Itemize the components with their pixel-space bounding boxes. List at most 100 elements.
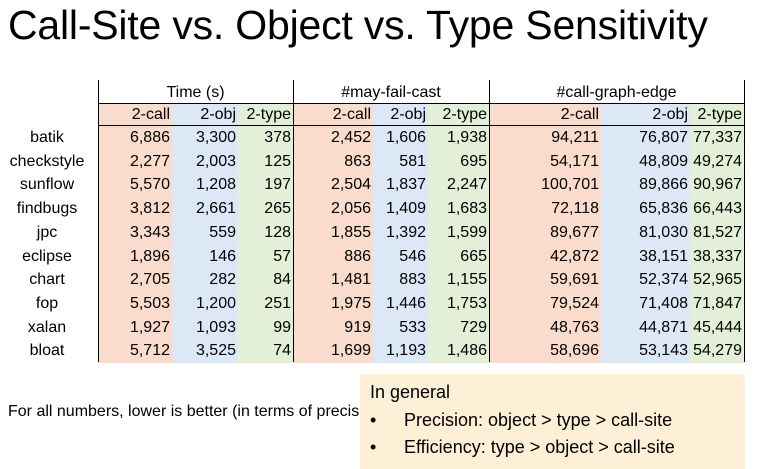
column-background (98, 103, 172, 363)
group-header: #may-fail-cast (341, 84, 441, 101)
table-cell: 1,481 (330, 271, 371, 288)
table-cell: 74 (273, 342, 291, 359)
table-cell: 2,277 (129, 153, 170, 170)
column-header: 2-call (332, 106, 371, 123)
table-cell: 5,503 (129, 295, 170, 312)
column-background (373, 103, 428, 363)
table-cell: 128 (264, 224, 291, 241)
table-cell: 2,661 (195, 200, 236, 217)
table-cell: 883 (399, 271, 426, 288)
table-cell: 1,975 (330, 295, 371, 312)
table-cell: 581 (399, 153, 426, 170)
table-cell: 1,155 (446, 271, 487, 288)
benchmark-name: findbugs (16, 200, 78, 217)
table-cell: 886 (344, 248, 371, 265)
column-background (690, 103, 744, 363)
table-cell: 84 (273, 271, 291, 288)
column-background (238, 103, 293, 363)
table-cell: 71,408 (639, 295, 688, 312)
table-cell: 197 (264, 176, 291, 193)
table-cell: 100,701 (541, 176, 599, 193)
table-cell: 1,927 (129, 319, 170, 336)
table-cell: 94,211 (551, 129, 599, 146)
summary-box: In general • Precision: object > type > … (360, 374, 745, 469)
summary-item-label: Efficiency: type > object > call-site (404, 437, 675, 457)
table-cell: 251 (264, 295, 291, 312)
table-cell: 1,753 (446, 295, 487, 312)
table-cell: 89,866 (639, 176, 688, 193)
table-cell: 3,343 (129, 224, 170, 241)
table-cell: 1,193 (385, 342, 426, 359)
table-cell: 265 (264, 200, 291, 217)
column-header: 2-obj (390, 106, 426, 123)
column-header: 2-type (697, 106, 742, 123)
table-divider (744, 80, 745, 362)
table-cell: 58,696 (550, 342, 599, 359)
table-cell: 2,504 (330, 176, 371, 193)
table-cell: 44,871 (639, 319, 688, 336)
table-cell: 81,030 (639, 224, 688, 241)
table-cell: 81,527 (693, 224, 742, 241)
column-background (601, 103, 690, 363)
table-cell: 76,807 (639, 129, 688, 146)
table-cell: 1,683 (446, 200, 487, 217)
table-cell: 6,886 (129, 129, 170, 146)
benchmark-name: eclipse (22, 248, 72, 265)
table-cell: 1,446 (385, 295, 426, 312)
table-cell: 54,171 (550, 153, 599, 170)
table-cell: 1,200 (195, 295, 236, 312)
table-cell: 695 (460, 153, 487, 170)
table-cell: 38,337 (693, 248, 742, 265)
table-cell: 1,093 (195, 319, 236, 336)
footnote: For all numbers, lower is better (in ter… (8, 403, 360, 420)
table-cell: 1,392 (385, 224, 426, 241)
table-cell: 5,712 (129, 342, 170, 359)
group-header: Time (s) (166, 84, 225, 101)
table-divider (98, 103, 744, 104)
table-cell: 89,677 (550, 224, 599, 241)
table-cell: 1,486 (446, 342, 487, 359)
table-cell: 79,524 (550, 295, 599, 312)
benchmark-name: jpc (36, 224, 58, 241)
table-cell: 378 (264, 129, 291, 146)
group-header: #call-graph-edge (556, 84, 677, 101)
table-cell: 3,812 (129, 200, 170, 217)
table-cell: 42,872 (550, 248, 599, 265)
table-cell: 1,606 (385, 129, 426, 146)
table-cell: 282 (209, 271, 236, 288)
column-background (293, 103, 373, 363)
table-cell: 2,003 (195, 153, 236, 170)
table-cell: 71,847 (693, 295, 742, 312)
benchmark-name: checkstyle (9, 153, 85, 170)
table-cell: 5,570 (129, 176, 170, 193)
table-cell: 1,208 (195, 176, 236, 193)
table-cell: 52,965 (693, 271, 742, 288)
summary-heading: In general (370, 382, 451, 402)
table-cell: 52,374 (639, 271, 688, 288)
column-header: 2-obj (652, 106, 688, 123)
table-cell: 863 (344, 153, 371, 170)
table-cell: 38,151 (639, 248, 688, 265)
benchmark-name: sunflow (19, 176, 75, 193)
table-divider (293, 80, 294, 362)
table-divider (98, 80, 99, 362)
benchmark-name: fop (35, 295, 59, 312)
table-cell: 1,837 (385, 176, 426, 193)
table-cell: 546 (399, 248, 426, 265)
benchmark-name: chart (29, 271, 65, 288)
column-header: 2-obj (200, 106, 236, 123)
table-divider (98, 125, 744, 126)
column-header: 2-type (442, 106, 487, 123)
table-cell: 53,143 (639, 342, 688, 359)
table-cell: 1,896 (129, 248, 170, 265)
column-header: 2-call (131, 106, 170, 123)
table-cell: 2,247 (446, 176, 487, 193)
table-cell: 90,967 (693, 176, 742, 193)
benchmark-name: xalan (27, 319, 67, 336)
table-cell: 125 (264, 153, 291, 170)
table-cell: 2,705 (129, 271, 170, 288)
table-cell: 65,836 (639, 200, 688, 217)
table-cell: 49,274 (693, 153, 742, 170)
column-background (172, 103, 238, 363)
bullet-icon: • (370, 437, 377, 457)
